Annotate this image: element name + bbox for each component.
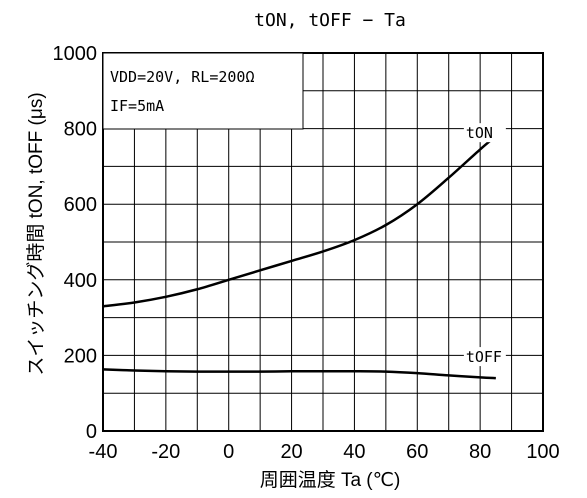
conditions-box — [102, 52, 304, 130]
x-tick-label: 100 — [526, 441, 559, 463]
x-tick-label: -20 — [151, 441, 180, 463]
x-tick-label: 0 — [223, 441, 234, 463]
series-label-ton: tON — [466, 124, 493, 142]
series-line-ton — [102, 135, 497, 308]
x-axis-label: 周囲温度 Ta (℃) — [260, 469, 401, 491]
x-tick-label: 60 — [406, 441, 428, 463]
x-tick-label: 80 — [469, 441, 491, 463]
y-tick-label: 600 — [64, 194, 97, 216]
series-label-background — [463, 123, 506, 143]
condition-supply: VDD=20V, RL=200Ω — [110, 68, 255, 86]
y-tick-label: 0 — [86, 421, 97, 443]
series-line-toff — [102, 368, 496, 380]
y-tick-label: 200 — [64, 345, 97, 367]
x-tick-label: 20 — [280, 441, 302, 463]
x-tick-label: -40 — [89, 441, 118, 463]
x-tick-label: 40 — [343, 441, 365, 463]
y-axis-label: スイッチング時間 tON, tOFF (μs) — [25, 92, 47, 375]
plot-frame — [102, 52, 544, 432]
y-tick-label: 800 — [64, 119, 97, 141]
y-tick-label: 1000 — [53, 43, 98, 65]
condition-current: IF=5mA — [110, 97, 164, 115]
chart-title: tON, tOFF − Ta — [254, 10, 406, 31]
y-tick-label: 400 — [64, 270, 97, 292]
series-label-toff: tOFF — [466, 348, 502, 366]
series-label-background — [463, 347, 506, 367]
